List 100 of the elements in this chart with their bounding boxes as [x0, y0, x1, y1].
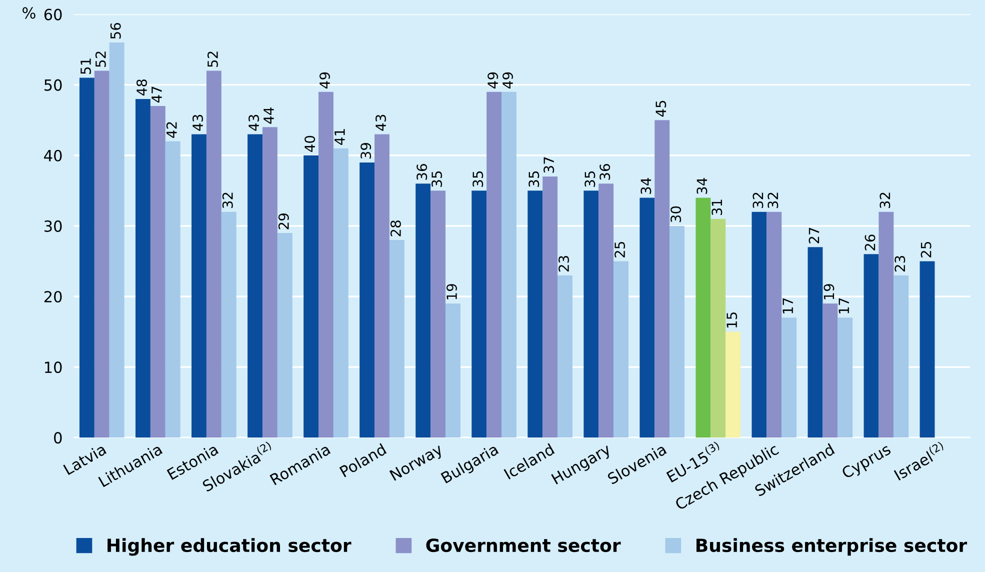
data-label: 29: [278, 214, 289, 230]
bar: [221, 212, 236, 438]
data-label: 35: [584, 171, 596, 187]
data-label: 44: [264, 108, 274, 124]
y-tick-label: 0: [54, 432, 62, 444]
data-label: 36: [416, 164, 428, 180]
data-label: 25: [614, 242, 626, 258]
data-label: 32: [880, 192, 890, 208]
y-axis-title: %: [22, 7, 36, 19]
data-label: 26: [864, 234, 876, 250]
data-label: 51: [80, 58, 91, 74]
data-label: 47: [152, 86, 162, 103]
bar: [696, 198, 711, 438]
data-label: 23: [894, 256, 906, 272]
data-label: 15: [726, 312, 738, 328]
data-label: 52: [95, 52, 106, 67]
data-label: 49: [488, 72, 498, 88]
bar: [486, 92, 502, 438]
legend-label: Government sector: [426, 538, 621, 552]
data-label: 36: [600, 164, 610, 180]
data-label: 40: [304, 136, 316, 152]
data-label: 32: [768, 192, 778, 208]
bar: [614, 261, 628, 438]
y-tick-label: 40: [44, 150, 62, 162]
data-label: 34: [696, 178, 708, 194]
bar: [150, 106, 166, 438]
data-label: 48: [136, 79, 147, 96]
legend-label: Higher education sector: [108, 538, 352, 556]
bar: [558, 275, 572, 438]
data-label: 30: [670, 206, 682, 222]
data-label: 25: [920, 242, 932, 258]
bar: [165, 141, 180, 438]
bar: [389, 240, 404, 438]
bar: [752, 212, 767, 438]
data-label: 23: [558, 256, 570, 272]
y-tick-label: 10: [45, 362, 62, 374]
bar: [920, 261, 935, 438]
bar: [542, 176, 558, 438]
bar: [822, 304, 838, 438]
bar: [878, 212, 894, 438]
x-tick-label: Israel$^{(2)}$: [892, 441, 947, 481]
data-label: 27: [808, 228, 820, 244]
data-label: 45: [656, 100, 666, 117]
data-label: 32: [752, 192, 764, 208]
bar: [808, 247, 823, 438]
data-label: 34: [640, 178, 652, 194]
y-tick-label: 20: [44, 290, 62, 303]
bar: [94, 70, 110, 438]
bar: [430, 190, 446, 438]
bar: [584, 190, 599, 438]
bar: [318, 92, 334, 438]
data-label: 43: [376, 114, 386, 131]
y-tick-label: 50: [44, 79, 62, 91]
bar: [304, 155, 319, 438]
bar: [374, 134, 390, 438]
data-label: 35: [472, 171, 484, 187]
data-label: 43: [192, 114, 204, 131]
bar: [710, 218, 726, 438]
data-label: 56: [110, 22, 121, 39]
data-label: 19: [824, 284, 834, 300]
data-label: 43: [248, 114, 260, 131]
bar: [262, 127, 278, 438]
data-label: 32: [222, 192, 233, 208]
data-label: 52: [207, 52, 218, 67]
bar: [654, 120, 670, 438]
data-label: 42: [166, 122, 177, 138]
data-label: 17: [838, 298, 849, 314]
bar: [640, 198, 655, 438]
data-label: 35: [528, 171, 540, 187]
y-tick-label: 60: [44, 8, 62, 20]
bar: [416, 184, 431, 438]
bar: [360, 162, 375, 438]
data-label: 35: [432, 171, 442, 187]
bar: [782, 318, 797, 438]
data-label: 39: [360, 142, 372, 159]
bar: [766, 212, 782, 438]
bar: [670, 226, 685, 438]
data-label: 41: [334, 129, 345, 145]
legend-label: Business enterprise sector: [696, 538, 968, 556]
bar: [726, 332, 741, 438]
bar: [894, 275, 909, 438]
bar: [864, 254, 879, 438]
bar: [109, 42, 124, 438]
bar: [333, 148, 348, 438]
bar: [502, 92, 516, 438]
data-label: 49: [320, 72, 330, 88]
data-label: 28: [390, 220, 401, 236]
bar: [79, 78, 94, 438]
bar: [838, 318, 853, 438]
bar: [598, 184, 614, 438]
bar: [206, 70, 222, 438]
bar: [472, 190, 487, 438]
bar: [248, 134, 262, 438]
data-label: 31: [712, 200, 722, 216]
data-label: 37: [544, 157, 554, 173]
y-tick-label: 30: [44, 220, 62, 232]
bar: [192, 134, 206, 438]
data-label: 49: [502, 72, 514, 88]
data-label: 19: [446, 284, 457, 300]
bar: [445, 304, 460, 438]
